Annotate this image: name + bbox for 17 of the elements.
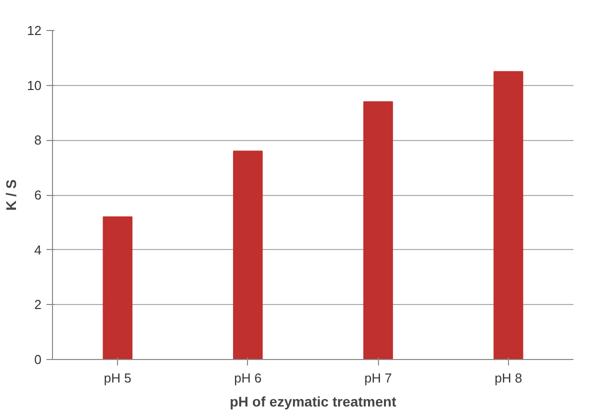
x-tick-label: pH 8 [494,370,522,386]
bar [233,150,263,360]
bar [102,216,132,360]
y-tick-label: 2 [34,297,42,312]
y-axis-title: K / S [3,179,20,211]
x-tick-label: pH 7 [364,370,392,386]
x-tick-label: pH 6 [234,370,262,386]
bar [494,71,524,360]
y-tick-label: 8 [34,132,42,148]
x-axis-title: pH of ezymatic treatment [230,394,397,410]
y-tick-label: 6 [34,188,42,202]
y-tick-label: 10 [27,78,42,93]
y-tick-label: 12 [27,23,42,38]
y-tick-label: 4 [34,242,42,258]
x-tick-label: pH 5 [104,370,132,386]
y-tick-label: 0 [34,352,42,367]
bar [363,101,393,360]
